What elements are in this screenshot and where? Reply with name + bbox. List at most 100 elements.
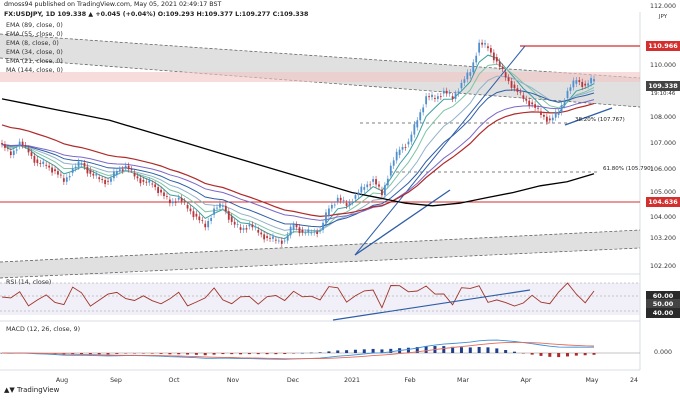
candle	[266, 236, 268, 238]
candle	[395, 151, 398, 161]
candle	[280, 240, 283, 244]
legend-item[interactable]: EMA (55, close, 0)	[6, 31, 63, 38]
candle	[133, 172, 136, 177]
x-tick: Mar	[457, 377, 469, 384]
resistance-zone	[0, 72, 640, 82]
macd-histogram-bar	[424, 346, 428, 353]
candle	[319, 229, 321, 231]
candle	[4, 144, 6, 148]
candle	[39, 163, 42, 164]
macd-histogram-bar	[247, 353, 251, 355]
candle	[366, 184, 369, 188]
candle	[24, 145, 27, 147]
candle	[45, 164, 48, 166]
legend-item[interactable]: EMA (34, close, 0)	[6, 49, 63, 56]
candle	[307, 229, 310, 233]
macd-histogram-bar	[583, 353, 587, 356]
candle	[498, 61, 501, 67]
candle	[575, 80, 578, 84]
candle	[428, 96, 430, 98]
macd-tick: 0.000	[653, 349, 673, 356]
level-tag-104636: 104.636	[646, 197, 680, 207]
candle	[110, 178, 112, 182]
published-line: dmoss94 published on TradingView.com, Ma…	[4, 1, 222, 8]
candle	[98, 177, 101, 180]
candle	[180, 197, 183, 202]
candle	[507, 77, 510, 82]
candle	[233, 221, 236, 225]
y-tick: 105.000	[649, 189, 677, 196]
rsi-tag-40: 40.00	[646, 308, 680, 318]
x-tick: 2021	[343, 377, 361, 384]
legend-item[interactable]: EMA (8, close, 0)	[6, 40, 59, 47]
macd-histogram-bar	[451, 346, 455, 353]
macd-histogram-bar	[106, 353, 110, 355]
candle	[151, 183, 154, 185]
macd-histogram-bar	[318, 352, 322, 353]
macd-histogram-bar	[265, 353, 269, 355]
rsi-tag-60: 60.00	[646, 291, 680, 301]
y-tick: 107.000	[649, 140, 677, 147]
candle	[30, 152, 33, 156]
candle	[254, 226, 257, 228]
candle	[316, 231, 319, 234]
x-tick: Feb	[404, 377, 416, 384]
candle	[86, 166, 89, 174]
macd-histogram-bar	[177, 353, 181, 355]
candle	[48, 165, 51, 168]
candle	[219, 203, 221, 208]
candle	[475, 55, 478, 63]
candle	[224, 205, 227, 212]
candle	[478, 42, 481, 53]
legend-item[interactable]: EMA (21, close, 0)	[6, 58, 63, 65]
macd-histogram-bar	[442, 346, 446, 353]
candle	[330, 204, 333, 209]
candle	[286, 235, 289, 241]
candle	[345, 203, 348, 206]
macd-histogram-bar	[159, 353, 163, 354]
candle	[534, 104, 536, 108]
candle	[260, 232, 263, 235]
candle	[410, 134, 413, 142]
legend-item[interactable]: EMA (89, close, 0)	[6, 22, 63, 29]
macd-histogram-bar	[512, 351, 516, 353]
candle	[372, 179, 375, 182]
macd-histogram-bar	[88, 353, 92, 355]
candle	[62, 178, 65, 182]
candle	[357, 192, 360, 196]
macd-histogram-bar	[300, 352, 304, 354]
candle	[301, 229, 304, 233]
candle	[68, 176, 71, 178]
candle	[251, 224, 254, 228]
candle	[154, 184, 157, 188]
candle	[389, 165, 392, 176]
tradingview-logo[interactable]: ▲▼ TradingView	[4, 386, 60, 394]
candle	[342, 199, 345, 201]
legend-item[interactable]: MA (144, close, 0)	[6, 67, 63, 74]
ema-red-line	[1, 103, 595, 218]
candle	[136, 176, 139, 179]
candle	[289, 226, 292, 236]
candle	[495, 57, 498, 62]
candle	[466, 72, 469, 80]
candle	[74, 166, 77, 169]
candle	[451, 96, 454, 99]
macd-histogram-bar	[124, 353, 128, 354]
candle	[57, 171, 59, 175]
candle	[51, 167, 53, 173]
macd-histogram-bar	[150, 353, 154, 354]
macd-histogram-bar	[495, 348, 499, 353]
candle	[163, 192, 165, 197]
macd-histogram-bar	[239, 353, 243, 355]
macd-histogram-bar	[557, 353, 561, 358]
candle	[227, 211, 230, 220]
candle	[454, 93, 457, 99]
candle	[201, 220, 204, 221]
candle	[139, 178, 142, 184]
candle	[6, 147, 9, 149]
candle	[425, 96, 428, 105]
rsi-line	[1, 282, 595, 309]
candle	[183, 201, 186, 203]
candle	[563, 101, 566, 106]
